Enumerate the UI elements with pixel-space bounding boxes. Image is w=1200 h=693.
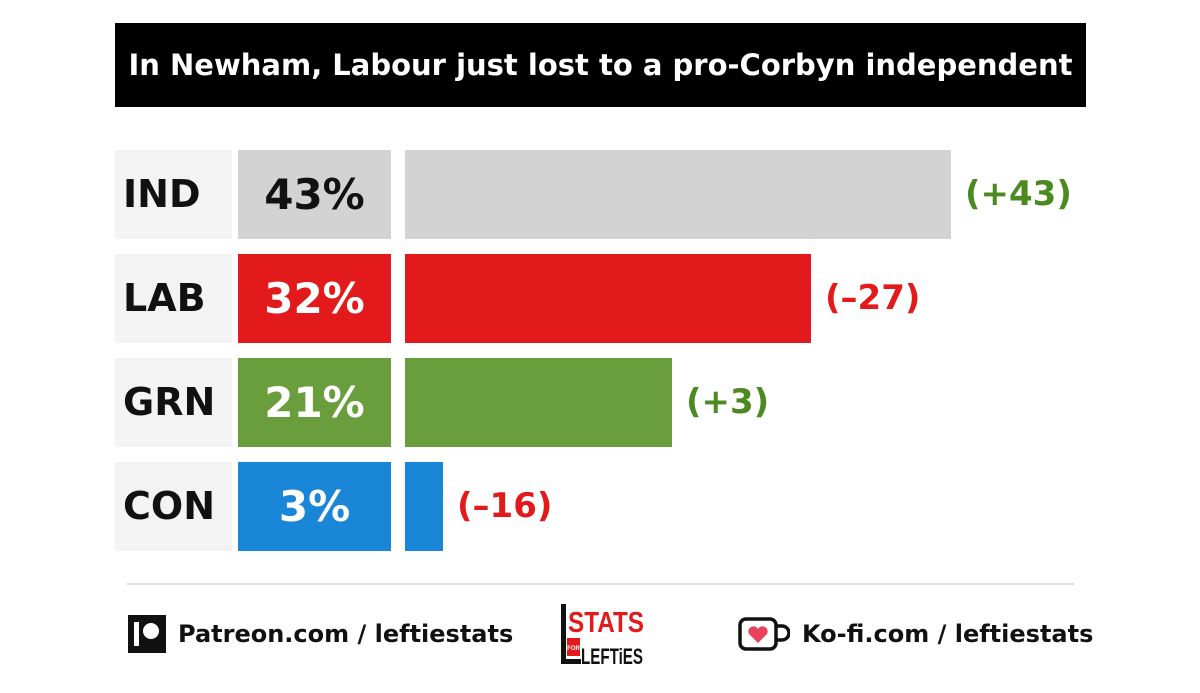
category-label-box: IND: [115, 150, 232, 239]
value-label: 32%: [238, 254, 391, 343]
bar: [405, 254, 811, 343]
category-label-box: GRN: [115, 358, 232, 447]
change-label: (+43): [965, 174, 1072, 214]
category-label-box: LAB: [115, 254, 232, 343]
patreon-link[interactable]: Patreon.com / leftiestats: [128, 612, 513, 656]
bar-row: LAB 32% (–27): [115, 254, 1115, 343]
value-label: 21%: [238, 358, 391, 447]
change-label: (+3): [686, 382, 770, 422]
bar-row: CON 3% (–16): [115, 462, 1115, 551]
kofi-link[interactable]: Ko-fi.com / leftiestats: [738, 612, 1093, 656]
category-label-box: CON: [115, 462, 232, 551]
bar: [405, 150, 951, 239]
category-label: CON: [123, 484, 215, 528]
footer-divider: [127, 583, 1074, 585]
bar-row: GRN 21% (+3): [115, 358, 1115, 447]
bar: [405, 462, 443, 551]
stats-for-lefties-logo: STATS FOR LEFTiES: [561, 604, 644, 666]
logo-text-top: STATS: [568, 607, 644, 639]
change-label: (–16): [457, 486, 553, 526]
chart-title: In Newham, Labour just lost to a pro-Cor…: [115, 23, 1086, 107]
bar-row: IND 43% (+43): [115, 150, 1115, 239]
logo-text-bottom: LEFTiES: [581, 644, 643, 666]
category-label: GRN: [123, 380, 216, 424]
value-label: 3%: [238, 462, 391, 551]
logo-text-for: FOR: [567, 646, 580, 652]
value-label: 43%: [238, 150, 391, 239]
kofi-text: Ko-fi.com / leftiestats: [802, 620, 1094, 648]
patreon-text: Patreon.com / leftiestats: [178, 620, 514, 648]
change-label: (–27): [825, 278, 921, 318]
category-label: IND: [123, 172, 201, 216]
kofi-cup-icon: [738, 617, 790, 651]
category-label: LAB: [123, 276, 206, 320]
patreon-icon: [128, 615, 166, 653]
bar: [405, 358, 672, 447]
